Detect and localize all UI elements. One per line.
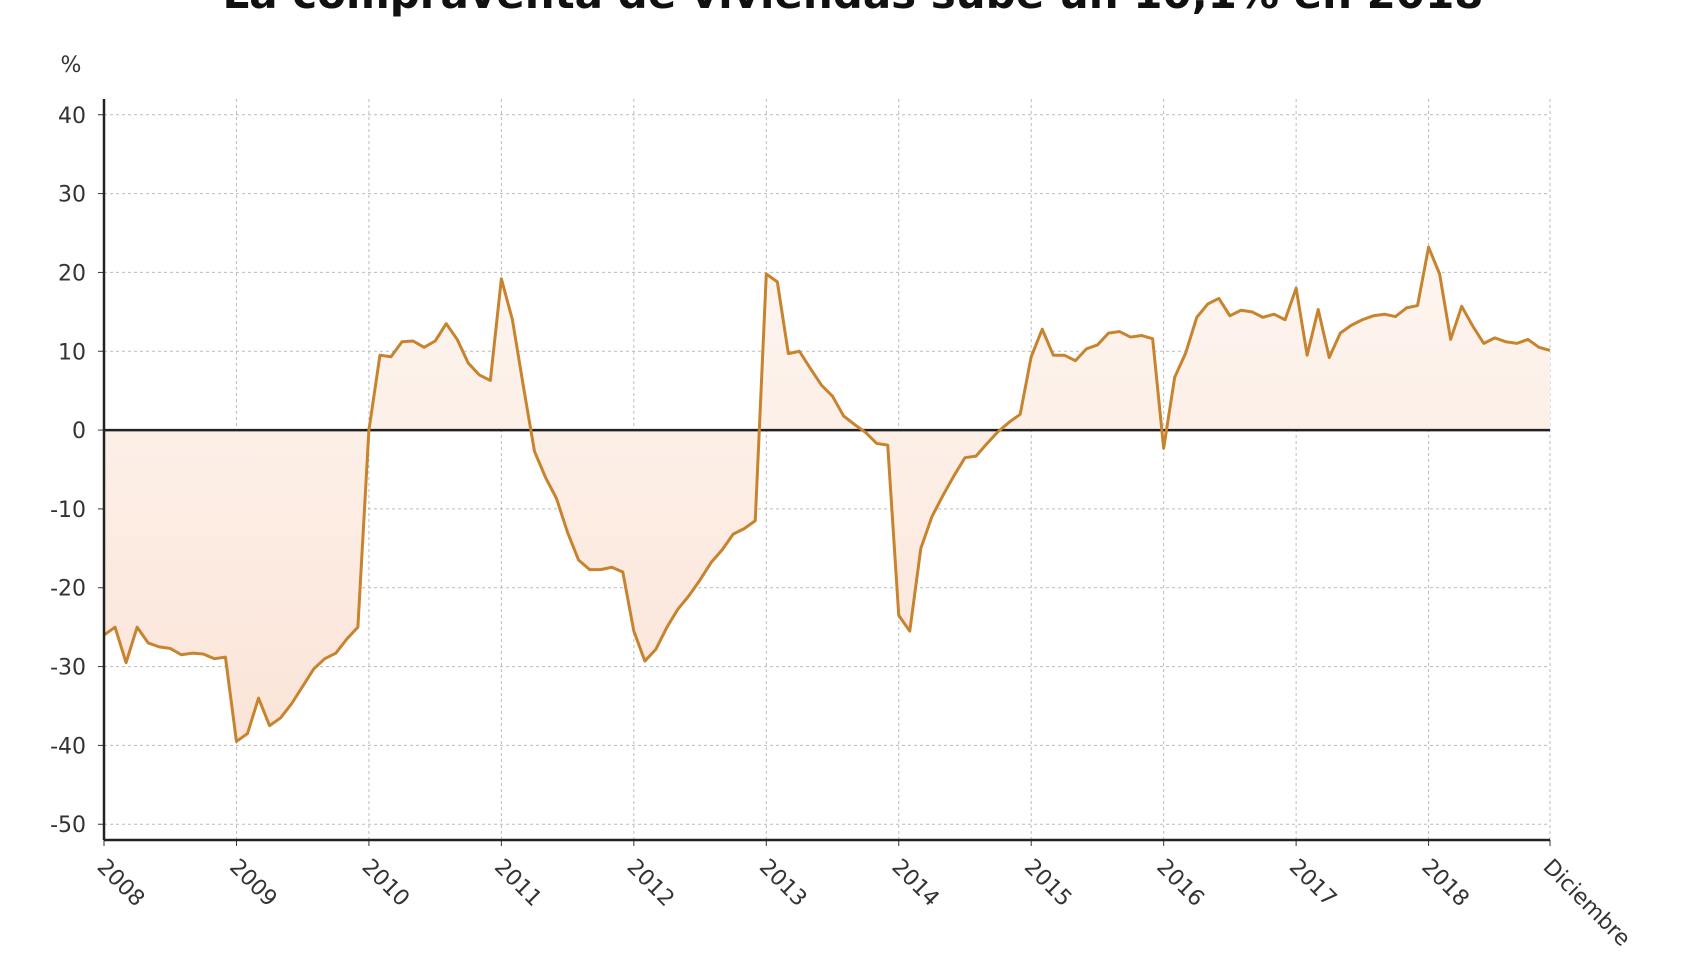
chart-title: La compraventa de viviendas sube un 10,1… [222, 0, 1483, 18]
y-tick-label: -20 [50, 577, 86, 602]
x-tick-label: 2016 [1151, 855, 1208, 912]
y-tick-label: 40 [58, 104, 86, 129]
x-tick-label: 2014 [887, 855, 944, 912]
y-tick-label: -10 [50, 498, 86, 523]
x-tick-label: 2012 [622, 855, 679, 912]
area-fill [104, 247, 1550, 742]
x-tick-label: 2015 [1019, 855, 1076, 912]
x-tick-label: Diciembre [1538, 855, 1635, 952]
y-tick-label: 0 [72, 419, 86, 444]
line [103, 245, 1551, 743]
x-tick-label: 2011 [489, 855, 546, 912]
y-axis-label: % [61, 53, 82, 78]
x-tick-label: 2018 [1416, 855, 1473, 912]
y-tick-label: -50 [50, 813, 86, 838]
x-tick-label: 2013 [754, 855, 811, 912]
y-tick-label: 30 [58, 183, 86, 208]
y-tick-label: -30 [50, 656, 86, 681]
x-tick-label: 2009 [224, 855, 281, 912]
x-tick-label: 2010 [357, 855, 414, 912]
y-tick-label: 20 [58, 261, 86, 286]
x-tick-label: 2008 [92, 855, 149, 912]
y-tick-label: -40 [50, 734, 86, 759]
y-tick-label: 10 [58, 340, 86, 365]
x-tick-label: 2017 [1284, 855, 1341, 912]
